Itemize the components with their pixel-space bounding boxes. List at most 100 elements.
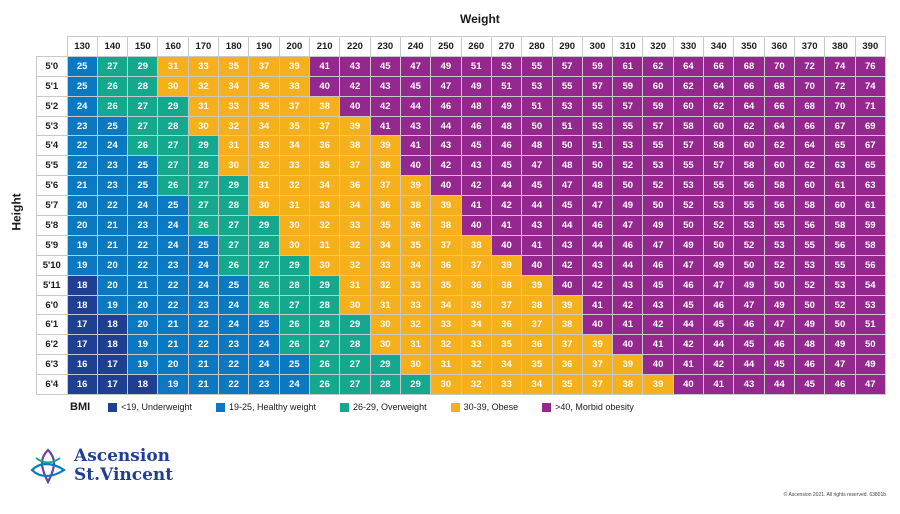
legend-item: >40, Morbid obesity — [542, 402, 634, 412]
bmi-cell: 29 — [127, 55, 159, 77]
brand-line-1: Ascension — [74, 446, 171, 466]
bmi-cell: 43 — [733, 374, 765, 396]
bmi-cell: 28 — [127, 75, 159, 97]
bmi-cell: 37 — [581, 354, 614, 376]
bmi-cell: 38 — [339, 135, 371, 157]
bmi-cell: 53 — [824, 274, 856, 296]
bmi-cell: 37 — [308, 115, 341, 137]
legend-swatch — [340, 402, 350, 412]
bmi-cell: 24 — [248, 334, 280, 356]
weight-header-row: 130 140 150 160 170 180 190 200 210 220 230 240 250 2… — [36, 36, 887, 57]
bmi-cell: 27 — [157, 135, 189, 157]
bmi-cell: 29 — [157, 95, 189, 117]
bmi-cell: 43 — [399, 115, 432, 137]
bmi-cell: 34 — [278, 135, 311, 157]
bmi-cell: 27 — [218, 234, 250, 256]
weight-tick-label: 210 — [308, 36, 341, 57]
weight-tick-label: 290 — [551, 36, 583, 57]
bmi-cell: 22 — [157, 274, 189, 296]
bmi-cell: 62 — [672, 75, 705, 97]
bmi-cell: 58 — [763, 175, 796, 197]
bmi-cell: 26 — [308, 374, 341, 396]
bmi-cell: 25 — [66, 75, 98, 97]
bmi-cell: 38 — [308, 95, 341, 117]
bmi-cell: 35 — [248, 95, 280, 117]
bmi-cell: 50 — [703, 234, 735, 256]
bmi-cell: 39 — [612, 354, 644, 376]
bmi-cell: 33 — [399, 294, 432, 316]
bmi-cell: 30 — [399, 354, 432, 376]
table-row: 6'2 17 18 19 21 22 23 24 26 27 28 30 31 32 33 35 36 37 39 4… — [36, 334, 887, 356]
bmi-cell: 38 — [460, 234, 492, 256]
height-tick-label: 5'4 — [36, 135, 68, 157]
bmi-cell: 50 — [642, 195, 674, 217]
bmi-cell: 24 — [157, 234, 189, 256]
bmi-cell: 21 — [66, 175, 98, 197]
bmi-cell: 34 — [521, 374, 553, 396]
bmi-cell: 45 — [672, 294, 705, 316]
bmi-cell: 59 — [854, 215, 887, 236]
bmi-cell: 22 — [218, 354, 250, 376]
bmi-cell: 59 — [642, 95, 674, 117]
bmi-cell: 57 — [703, 155, 735, 177]
bmi-cell: 40 — [399, 155, 432, 177]
bmi-cell: 50 — [763, 274, 796, 296]
bmi-cell: 24 — [187, 254, 220, 276]
bmi-cell: 35 — [490, 334, 523, 356]
bmi-cell: 49 — [763, 294, 796, 316]
bmi-cell: 26 — [96, 95, 129, 117]
bmi-cell: 47 — [612, 215, 644, 236]
bmi-cell: 30 — [369, 314, 401, 336]
bmi-cell: 62 — [793, 155, 826, 177]
bmi-cell: 66 — [763, 95, 796, 117]
bmi-cell: 56 — [824, 234, 856, 256]
bmi-cell: 19 — [66, 234, 98, 256]
bmi-cell: 29 — [248, 215, 280, 236]
height-tick-label: 5'1 — [36, 75, 68, 97]
bmi-cell: 27 — [127, 115, 159, 137]
bmi-cell: 35 — [551, 374, 583, 396]
bmi-cell: 23 — [157, 254, 189, 276]
weight-tick-label: 220 — [339, 36, 371, 57]
weight-tick-label: 130 — [66, 36, 98, 57]
bmi-cell: 25 — [157, 195, 189, 217]
bmi-cell: 30 — [278, 215, 311, 236]
bmi-cell: 35 — [521, 354, 553, 376]
bmi-cell: 37 — [278, 95, 311, 117]
bmi-cell: 43 — [339, 55, 371, 77]
bmi-cell: 42 — [369, 95, 401, 117]
legend: BMI <19, Underweight 19-25, Healthy weigh… — [70, 401, 658, 413]
bmi-cell: 46 — [430, 95, 462, 117]
bmi-cell: 30 — [218, 155, 250, 177]
height-tick-label: 5'11 — [36, 274, 68, 296]
bmi-cell: 70 — [763, 55, 796, 77]
bmi-cell: 47 — [672, 254, 705, 276]
bmi-cell: 40 — [581, 314, 614, 336]
bmi-cell: 50 — [672, 215, 705, 236]
bmi-cell: 21 — [127, 274, 159, 296]
bmi-cell: 49 — [460, 75, 492, 97]
bmi-cell: 38 — [490, 274, 523, 296]
brand-logo: Ascension St.Vincent — [30, 447, 173, 485]
legend-swatch — [108, 402, 118, 412]
bmi-cell: 62 — [642, 55, 674, 77]
table-row: 5'3 23 25 27 28 30 32 34 35 37 39 41 43 44 46 48 50 51 53 5… — [36, 115, 887, 137]
legend-swatch — [542, 402, 552, 412]
copyright-notice: © Ascension 2021. All rights reserved. 6… — [783, 492, 886, 498]
bmi-cell: 36 — [369, 195, 401, 217]
weight-tick-label: 150 — [127, 36, 159, 57]
bmi-cell: 57 — [581, 75, 614, 97]
bmi-cell: 46 — [824, 374, 856, 396]
bmi-cell: 41 — [460, 195, 492, 217]
bmi-cell: 51 — [551, 115, 583, 137]
bmi-cell: 22 — [218, 374, 250, 396]
bmi-cell: 52 — [672, 195, 705, 217]
bmi-cell: 47 — [581, 195, 614, 217]
bmi-cell: 38 — [278, 75, 311, 97]
bmi-cell: 55 — [703, 175, 735, 197]
cross-logo-icon — [30, 448, 66, 484]
table-row: 5'9 19 21 22 24 25 27 28 30 31 32 34 35 37 38 40 41 43 44 4… — [36, 234, 887, 256]
bmi-cell: 36 — [399, 215, 432, 236]
bmi-cell: 68 — [763, 75, 796, 97]
bmi-cell: 25 — [248, 314, 280, 336]
